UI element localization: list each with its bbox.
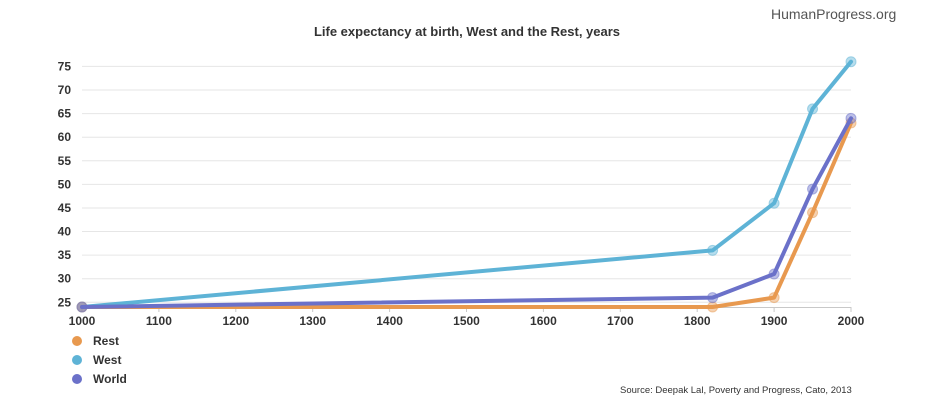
legend-label-west: West xyxy=(93,352,122,367)
series-world xyxy=(76,112,857,313)
legend-item-rest[interactable]: Rest xyxy=(72,331,127,350)
legend-label-world: World xyxy=(93,371,127,386)
series-lines xyxy=(76,56,857,313)
y-tick-label-60: 60 xyxy=(58,130,72,144)
chart-title: Life expectancy at birth, West and the R… xyxy=(313,24,621,39)
data-point-rest-1900[interactable] xyxy=(768,292,780,304)
series-line-rest xyxy=(80,121,853,309)
x-tick-label-1200: 1200 xyxy=(222,314,249,328)
x-axis: 1000 1100 1200 1300 1400 1500 1600 1700 1800 1900… xyxy=(69,307,865,328)
legend-item-world[interactable]: World xyxy=(72,369,127,388)
y-tick-label-50: 50 xyxy=(58,177,72,191)
grid-lines xyxy=(82,65,851,303)
x-tick-label-1000: 1000 xyxy=(69,314,96,328)
y-tick-label-65: 65 xyxy=(58,107,72,121)
y-tick-label-25: 25 xyxy=(58,295,72,309)
x-tick-label-1700: 1700 xyxy=(607,314,634,328)
y-tick-label-30: 30 xyxy=(58,272,72,286)
legend-label-rest: Rest xyxy=(93,333,120,348)
source-note: Source: Deepak Lal, Poverty and Progress… xyxy=(620,385,852,396)
data-point-west-1950[interactable] xyxy=(807,103,819,115)
brand-label: HumanProgress.org xyxy=(771,6,897,22)
data-point-world-1950[interactable] xyxy=(807,183,819,195)
series-west xyxy=(76,56,857,313)
data-point-world-1820[interactable] xyxy=(707,292,719,304)
data-point-rest-1950[interactable] xyxy=(807,207,819,219)
y-tick-label-45: 45 xyxy=(58,201,72,215)
x-tick-label-1300: 1300 xyxy=(299,314,326,328)
x-tick-label-1900: 1900 xyxy=(761,314,788,328)
y-tick-label-75: 75 xyxy=(58,59,72,73)
x-tick-label-1800: 1800 xyxy=(684,314,711,328)
series-line-world xyxy=(80,116,853,309)
y-tick-label-40: 40 xyxy=(58,225,72,239)
data-point-world-2000[interactable] xyxy=(845,112,857,124)
legend-item-west[interactable]: West xyxy=(72,350,127,369)
data-point-rest-1820[interactable] xyxy=(707,301,719,313)
y-tick-label-55: 55 xyxy=(58,154,72,168)
y-tick-label-70: 70 xyxy=(58,83,72,97)
data-point-west-1900[interactable] xyxy=(768,197,780,209)
legend-marker-world xyxy=(72,373,82,384)
y-tick-label-35: 35 xyxy=(58,248,72,262)
series-line-west xyxy=(80,59,853,309)
x-tick-label-1400: 1400 xyxy=(376,314,403,328)
y-axis-ticks: 25 30 35 40 45 50 55 60 65 70 75 xyxy=(58,59,72,309)
x-tick-label-1500: 1500 xyxy=(453,314,480,328)
legend-marker-west xyxy=(72,354,82,365)
data-point-world-1900[interactable] xyxy=(768,268,780,280)
x-tick-label-1100: 1100 xyxy=(146,314,172,328)
x-tick-label-1600: 1600 xyxy=(530,314,557,328)
data-point-west-1820[interactable] xyxy=(707,244,719,256)
legend-marker-rest xyxy=(72,335,82,346)
series-rest xyxy=(76,117,857,313)
data-point-world-1000[interactable] xyxy=(76,301,88,313)
data-point-west-2000[interactable] xyxy=(845,56,857,68)
legend: Rest West World xyxy=(72,331,127,388)
x-tick-label-2000: 2000 xyxy=(838,314,865,328)
